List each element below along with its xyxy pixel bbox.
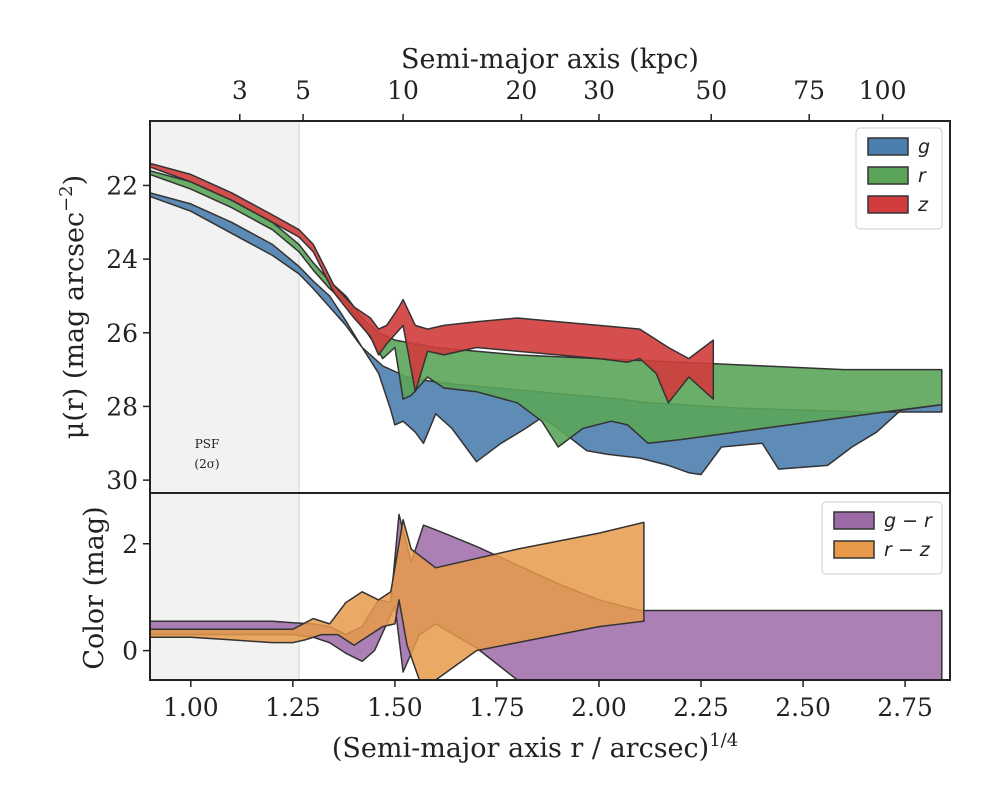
y-tick-label: 22 — [106, 171, 138, 200]
x-tick-label: 2.25 — [673, 693, 729, 722]
x-tick-label: 1.75 — [469, 693, 525, 722]
psf-sigma-label: (2σ) — [194, 457, 219, 471]
top-axis-tick-label: 5 — [295, 76, 311, 105]
legend-swatch — [833, 511, 875, 530]
top-axis-tick-label: 100 — [859, 76, 907, 105]
y-tick-label: 24 — [106, 245, 138, 274]
color-band-r-z — [150, 518, 645, 680]
surface-brightness-panel: PSF (2σ) 22 24 26 28 30 3 5 10 20 30 50 75 100 0 2 1.00… — [56, 44, 951, 764]
x-tick-label: 2.00 — [571, 693, 627, 722]
y-axis-title-suffix: ) — [59, 175, 90, 186]
legend-swatch — [867, 195, 909, 214]
color-panel-frame — [149, 492, 951, 681]
y-axis-title-text: μ(r) (mag arcsec — [59, 212, 90, 439]
y-tick-label: 28 — [106, 392, 138, 421]
legend-label: g − r — [884, 510, 933, 532]
y-tick-label: 30 — [106, 466, 138, 495]
x-tick-label: 1.00 — [163, 693, 219, 722]
psf-region-shading-color-panel — [150, 493, 299, 680]
x-tick-label: 1.50 — [367, 693, 423, 722]
bottom-axis-title-superscript: 1/4 — [709, 730, 738, 751]
top-axis-tick-label: 75 — [793, 76, 825, 105]
top-axis-tick-label: 30 — [583, 76, 615, 105]
x-tick-label: 2.75 — [877, 693, 933, 722]
color-panel-y-axis-title: Color (mag) — [79, 506, 110, 669]
series-band-z — [150, 162, 715, 404]
psf-label: PSF — [195, 437, 220, 451]
x-tick-label: 2.50 — [775, 693, 831, 722]
y-axis-title-superscript: −2 — [56, 185, 77, 212]
top-axis-tick-label: 20 — [506, 76, 538, 105]
bottom-axis-title: (Semi-major axis r / arcsec)1/4 — [332, 730, 738, 764]
legend-swatch — [867, 137, 909, 156]
color-y-tick-label: 0 — [122, 637, 138, 666]
top-axis-title: Semi-major axis (kpc) — [401, 44, 699, 75]
legend-label: r — [918, 165, 927, 187]
top-axis-tick-label: 10 — [387, 76, 419, 105]
color-y-tick-label: 2 — [122, 530, 138, 559]
y-tick-label: 26 — [106, 319, 138, 348]
legend-label: r − z — [884, 539, 931, 561]
top-axis-tick-label: 3 — [232, 76, 248, 105]
legend-swatch — [833, 540, 875, 559]
x-tick-label: 1.25 — [265, 693, 321, 722]
bottom-axis-title-text: (Semi-major axis r / arcsec) — [332, 733, 709, 764]
legend-label: g — [918, 136, 930, 158]
legend-label: z — [917, 194, 929, 216]
legend-swatch — [867, 166, 909, 185]
top-panel-y-axis-title: μ(r) (mag arcsec−2) — [56, 175, 90, 439]
top-axis-tick-label: 50 — [695, 76, 727, 105]
